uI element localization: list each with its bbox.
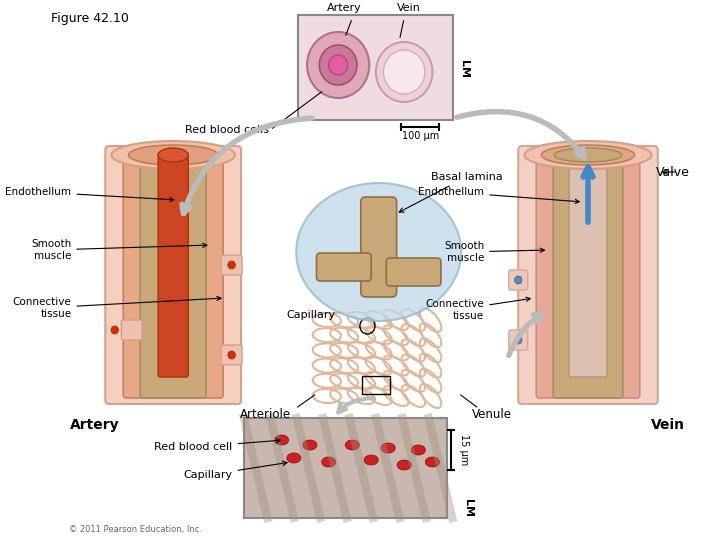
Text: 15 μm: 15 μm <box>459 434 469 465</box>
Text: Capillary: Capillary <box>287 310 336 320</box>
Ellipse shape <box>397 460 411 470</box>
FancyBboxPatch shape <box>509 270 528 290</box>
Ellipse shape <box>303 440 317 450</box>
Ellipse shape <box>287 453 301 463</box>
FancyBboxPatch shape <box>105 146 241 404</box>
Ellipse shape <box>274 435 289 445</box>
FancyBboxPatch shape <box>221 255 242 275</box>
Text: Smooth
muscle: Smooth muscle <box>31 239 207 261</box>
FancyBboxPatch shape <box>569 153 607 377</box>
Circle shape <box>515 276 522 284</box>
Text: Artery: Artery <box>328 3 362 13</box>
Bar <box>244 418 446 518</box>
Circle shape <box>228 261 235 269</box>
Text: © 2011 Pearson Education, Inc.: © 2011 Pearson Education, Inc. <box>70 525 202 534</box>
Ellipse shape <box>158 148 188 162</box>
Circle shape <box>329 55 348 75</box>
Circle shape <box>515 336 522 344</box>
Circle shape <box>384 50 425 94</box>
Ellipse shape <box>426 457 439 467</box>
Ellipse shape <box>364 455 378 465</box>
Bar <box>361 376 390 394</box>
Text: Artery: Artery <box>70 418 120 432</box>
Ellipse shape <box>346 440 359 450</box>
Circle shape <box>228 351 235 359</box>
Text: Vein: Vein <box>651 418 685 432</box>
Text: Capillary: Capillary <box>184 461 287 480</box>
Circle shape <box>307 32 369 98</box>
Circle shape <box>319 45 357 85</box>
Ellipse shape <box>411 445 426 455</box>
Text: Valve: Valve <box>656 165 690 179</box>
Text: Red blood cell: Red blood cell <box>154 438 280 452</box>
FancyBboxPatch shape <box>518 146 658 404</box>
Ellipse shape <box>381 443 395 453</box>
Text: LM: LM <box>463 499 473 517</box>
Text: 100 μm: 100 μm <box>402 131 438 141</box>
Text: Vein: Vein <box>397 3 420 13</box>
Ellipse shape <box>128 145 218 165</box>
Ellipse shape <box>112 141 235 169</box>
Text: LM: LM <box>459 60 469 78</box>
Bar <box>297 15 453 120</box>
FancyBboxPatch shape <box>386 258 441 286</box>
Ellipse shape <box>524 141 652 169</box>
Ellipse shape <box>322 457 336 467</box>
Text: Arteriole: Arteriole <box>240 408 291 421</box>
Text: Red blood cells: Red blood cells <box>185 125 269 135</box>
FancyBboxPatch shape <box>553 152 623 398</box>
FancyBboxPatch shape <box>123 152 223 398</box>
Text: Endothellum: Endothellum <box>5 187 174 201</box>
Circle shape <box>111 326 119 334</box>
FancyBboxPatch shape <box>361 197 397 297</box>
Ellipse shape <box>554 148 622 162</box>
Ellipse shape <box>296 183 462 321</box>
Text: Basal lamina: Basal lamina <box>400 172 503 212</box>
Circle shape <box>376 42 433 102</box>
Text: Figure 42.10: Figure 42.10 <box>50 12 128 25</box>
FancyBboxPatch shape <box>221 345 242 365</box>
FancyBboxPatch shape <box>509 330 528 350</box>
FancyBboxPatch shape <box>122 320 142 340</box>
FancyBboxPatch shape <box>140 152 206 398</box>
Ellipse shape <box>541 145 634 165</box>
FancyBboxPatch shape <box>158 153 188 377</box>
Text: Venule: Venule <box>472 408 512 421</box>
FancyBboxPatch shape <box>536 152 640 398</box>
Text: Endothellum: Endothellum <box>418 187 580 204</box>
Text: Connective
tissue: Connective tissue <box>426 297 531 321</box>
Text: Connective
tissue: Connective tissue <box>13 296 221 319</box>
FancyBboxPatch shape <box>317 253 372 281</box>
Text: Smooth
muscle: Smooth muscle <box>444 241 544 263</box>
